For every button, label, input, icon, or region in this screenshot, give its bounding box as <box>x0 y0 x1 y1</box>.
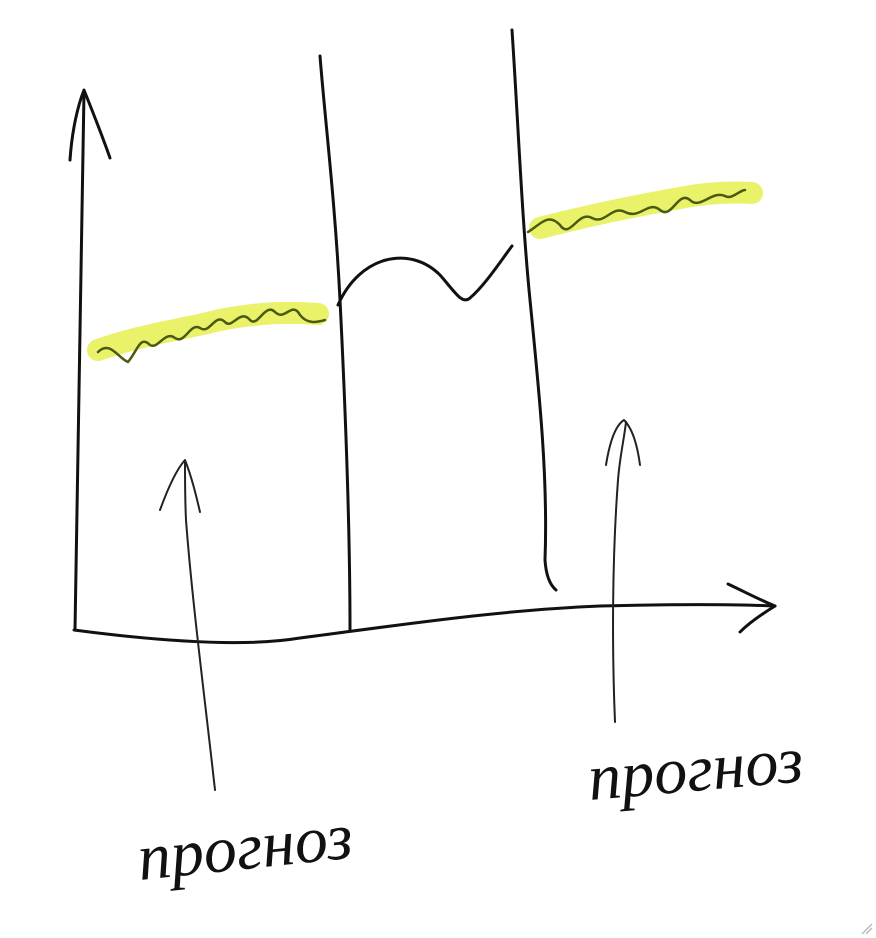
y-axis-arrowhead <box>68 88 112 162</box>
x-axis <box>72 603 777 645</box>
pointer-arrowhead <box>159 459 201 513</box>
pointer-arrowhead <box>605 419 641 466</box>
divider <box>510 28 558 592</box>
forecast-line <box>96 308 327 364</box>
label: прогноз <box>585 723 806 814</box>
pointer-arrow <box>612 421 627 723</box>
x-axis-arrowhead <box>726 582 777 634</box>
resize-grip <box>861 923 873 935</box>
pointer-arrow <box>184 461 216 791</box>
divider <box>318 54 352 632</box>
actual-line <box>336 244 514 307</box>
label: прогноз <box>134 800 356 895</box>
highlight <box>87 301 329 361</box>
y-axis <box>73 90 86 632</box>
forecast-line <box>526 188 747 234</box>
